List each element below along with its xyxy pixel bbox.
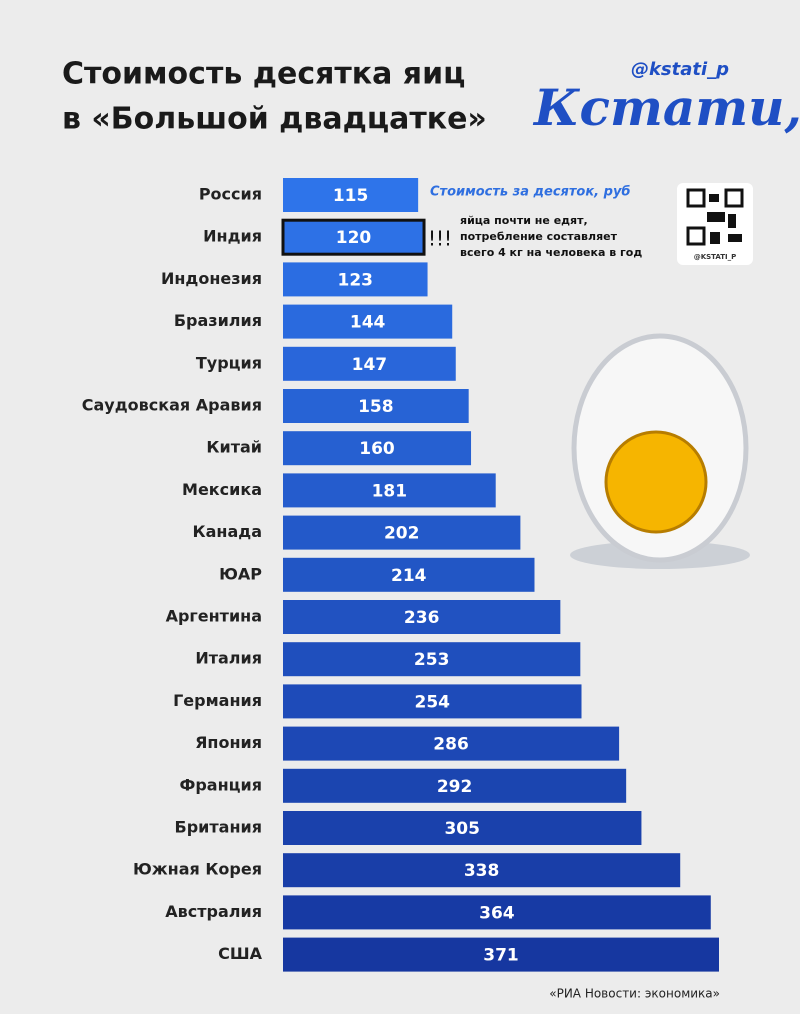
value-label: 253 — [414, 650, 450, 670]
category-label: Аргентина — [166, 607, 262, 626]
annotation-line: потребление составляет — [460, 230, 618, 243]
category-label: Саудовская Аравия — [82, 396, 262, 415]
source: «РИА Новости: экономика» — [549, 987, 720, 1001]
value-label: 305 — [444, 819, 480, 839]
category-label: Мексика — [182, 480, 262, 499]
value-label: 123 — [338, 270, 374, 290]
qr-code: @KSTATI_P — [677, 183, 753, 265]
bar — [283, 895, 711, 930]
value-label: 202 — [384, 524, 420, 544]
category-label: ЮАР — [219, 564, 262, 583]
qr-module — [728, 234, 742, 242]
category-label: Индонезия — [161, 269, 262, 288]
title-line: в «Большой двадцатке» — [62, 102, 487, 137]
category-label: Китай — [206, 438, 262, 457]
value-label: 214 — [391, 566, 427, 586]
value-label: 181 — [372, 481, 408, 501]
category-label: Россия — [199, 185, 262, 204]
value-label: 115 — [333, 186, 369, 206]
bar — [283, 431, 472, 466]
qr-module — [710, 232, 720, 244]
qr-module — [728, 214, 736, 228]
value-label: 147 — [352, 355, 388, 375]
annotation-line: всего 4 кг на человека в год — [460, 246, 642, 259]
category-label: Франция — [179, 775, 262, 794]
qr-module — [709, 194, 719, 202]
title-line: Стоимость десятка яиц — [62, 57, 465, 92]
category-label: Индия — [203, 227, 262, 246]
value-label: 158 — [358, 397, 394, 417]
brand-logo: Кстати, — [532, 78, 800, 137]
annotation-line: яйца почти не едят, — [460, 214, 588, 227]
bar — [283, 642, 581, 677]
bar — [283, 937, 719, 972]
bar — [283, 346, 456, 381]
egg-yolk — [604, 430, 708, 534]
bar — [283, 473, 496, 508]
bar — [283, 262, 428, 297]
annotation-marker: !!! — [428, 227, 452, 251]
value-label: 236 — [404, 608, 440, 628]
value-label: 254 — [415, 692, 451, 712]
bar — [283, 304, 453, 339]
bar — [283, 726, 620, 761]
qr-finder — [686, 226, 706, 246]
category-label: Италия — [195, 649, 262, 668]
bar — [283, 811, 642, 845]
bar — [281, 218, 426, 256]
handle: @kstati_p — [631, 59, 729, 80]
bar — [283, 515, 521, 550]
bar — [283, 600, 561, 634]
category-label: Бразилия — [174, 311, 262, 330]
value-label: 160 — [359, 439, 395, 459]
bar — [283, 684, 582, 719]
category-label: США — [218, 944, 263, 963]
category-label: Австралия — [165, 902, 262, 921]
value-label: 338 — [464, 861, 500, 881]
value-label: 120 — [336, 228, 372, 248]
value-label: 286 — [433, 735, 469, 755]
bar — [283, 389, 469, 423]
qr-finder — [686, 188, 706, 208]
bar — [283, 178, 419, 212]
egg-illustration — [570, 333, 750, 569]
qr-module — [707, 212, 725, 222]
bar — [283, 557, 535, 592]
value-label: 144 — [350, 313, 386, 333]
category-label: Британия — [175, 818, 262, 837]
value-label: 364 — [479, 903, 515, 923]
category-label: Германия — [173, 691, 262, 710]
category-label: Южная Корея — [133, 860, 262, 879]
qr-caption: @KSTATI_P — [694, 253, 737, 261]
category-label: Канада — [193, 522, 262, 541]
bar — [283, 853, 681, 888]
bar — [283, 768, 627, 803]
category-label: Турция — [196, 353, 262, 372]
qr-finder — [724, 188, 744, 208]
unit-label: Стоимость за десяток, руб — [430, 185, 631, 200]
value-label: 292 — [437, 777, 473, 797]
category-label: Япония — [195, 733, 262, 752]
value-label: 371 — [483, 946, 519, 966]
